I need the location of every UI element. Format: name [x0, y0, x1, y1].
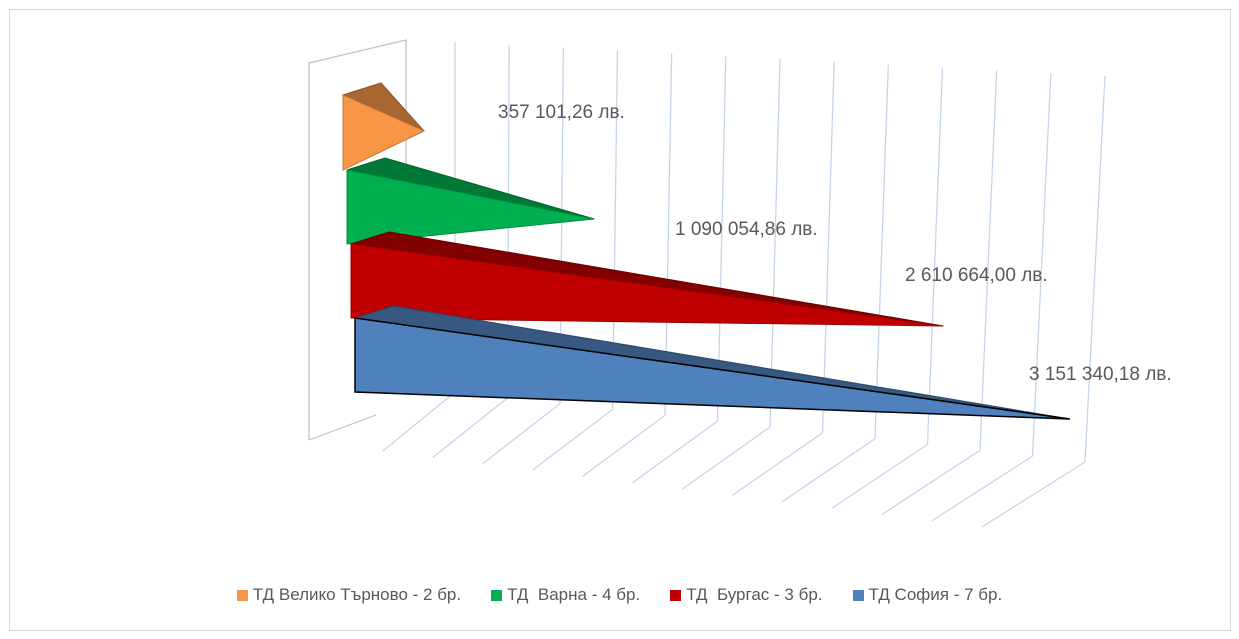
gridline-vertical [1084, 75, 1106, 463]
gridline-floor [831, 443, 928, 509]
data-labels: 357 101,26 лв. 1 090 054,86 лв. 2 610 664,… [498, 102, 1172, 385]
gridline-floor [732, 432, 823, 496]
legend-swatch-burgas [670, 589, 682, 601]
legend-item-veliko-tarnovo: ТД Велико Търново - 2 бр. [236, 585, 462, 605]
legend-item-sofia: ТД София - 7 бр. [852, 585, 1003, 605]
gridline-vertical [1031, 73, 1052, 457]
legend-label-sofia: ТД София - 7 бр. [868, 585, 1003, 604]
legend-swatch-sofia [852, 589, 864, 601]
bar-тд-софия-7-бр [354, 317, 1071, 420]
gridline-floor [432, 397, 508, 458]
gridline-vertical [926, 67, 944, 445]
legend-label-varna: ТД Варна - 4 бр. [507, 585, 641, 604]
legend-item-burgas: ТД Бургас - 3 бр. [670, 585, 823, 605]
data-label-тд-варна-4-бр: 1 090 054,86 лв. [675, 219, 818, 240]
bars [341, 82, 1071, 420]
legend-swatch-veliko-tarnovo [236, 589, 248, 601]
gridline-vertical [874, 64, 889, 439]
legend-label-veliko-tarnovo: ТД Велико Търново - 2 бр. [252, 585, 462, 604]
gridline-floor [682, 426, 771, 490]
gridline-floor [532, 408, 613, 471]
gridline-vertical [821, 61, 835, 433]
gridline-floor [981, 461, 1086, 528]
legend: ТД Велико Търново - 2 бр. ТД Варна - 4 б… [0, 580, 1239, 610]
gridline-floor [931, 455, 1033, 522]
gridline-floor [632, 420, 718, 484]
gridline-vertical [979, 70, 998, 451]
bar-тд-варна-4-бр [346, 169, 595, 245]
bar-тд-велико-търново-2-бр [342, 94, 426, 171]
data-label-тд-софия-7-бр: 3 151 340,18 лв. [1029, 364, 1172, 385]
data-label-тд-велико-търново-2-бр: 357 101,26 лв. [498, 102, 625, 123]
gridline-floor [582, 414, 666, 477]
legend-label-burgas: ТД Бургас - 3 бр. [686, 585, 823, 604]
gridline-floor [482, 403, 561, 465]
gridline-floor [881, 449, 981, 515]
data-label-тд-бургас-3-бр: 2 610 664,00 лв. [905, 265, 1048, 286]
gridline-floor [781, 438, 876, 503]
legend-item-varna: ТД Варна - 4 бр. [491, 585, 640, 605]
gridline-floor [382, 391, 456, 452]
gridline-vertical [769, 58, 781, 428]
bar-тд-бургас-3-бр [350, 243, 944, 327]
legend-swatch-varna [491, 589, 503, 601]
floor-edge [308, 414, 377, 441]
